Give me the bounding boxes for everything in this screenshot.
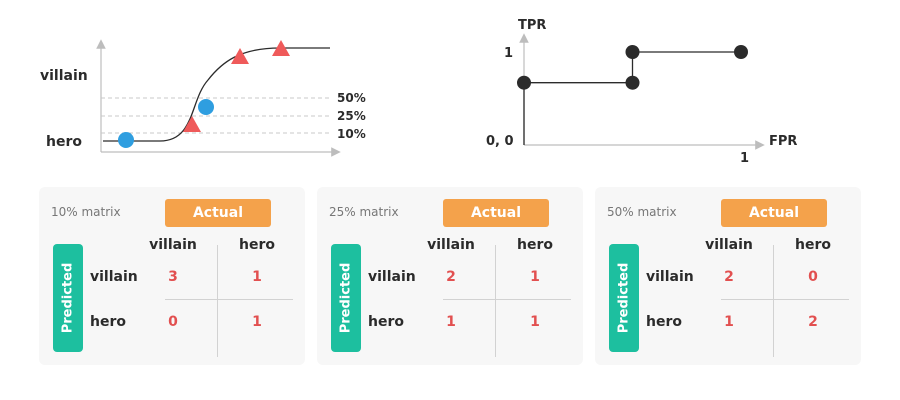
cell-hero-villain: 0 <box>168 314 178 330</box>
cell-villain-hero: 0 <box>808 269 818 285</box>
hero-point <box>198 99 214 115</box>
cell-hero-hero: 1 <box>252 314 262 330</box>
threshold-label-50: 50% <box>337 91 366 105</box>
row-header-hero: hero <box>90 314 126 330</box>
col-header-hero: hero <box>239 237 275 253</box>
villain-point <box>272 40 290 56</box>
roc-point <box>625 75 640 90</box>
roc-point <box>625 45 640 59</box>
matrix-divider-horizontal <box>165 299 293 300</box>
roc-plot: TPR FPR 0, 0 1 1 <box>486 18 797 166</box>
matrix-divider-horizontal <box>443 299 571 300</box>
hero-point <box>118 132 134 148</box>
cell-hero-hero: 2 <box>808 314 818 330</box>
matrix-panel-10: 10% matrix Actual Predicted villain hero vill… <box>39 187 305 365</box>
actual-label: Actual <box>721 199 827 227</box>
top-figures: 50% 25% 10% villain hero TPR FPR 0, 0 1 … <box>40 18 797 166</box>
matrix-panel-50: 50% matrix Actual Predicted villain hero vill… <box>595 187 861 365</box>
threshold-label-25: 25% <box>337 109 366 123</box>
cell-villain-hero: 1 <box>530 269 540 285</box>
col-header-villain: villain <box>427 237 475 253</box>
predicted-label: Predicted <box>609 244 639 352</box>
cell-hero-villain: 1 <box>724 314 734 330</box>
cell-villain-hero: 1 <box>252 269 262 285</box>
predicted-label-text: Predicted <box>338 262 354 334</box>
roc-ylabel: TPR <box>518 18 546 33</box>
predicted-label-text: Predicted <box>616 262 632 334</box>
predicted-label: Predicted <box>53 244 83 352</box>
matrix-title: 50% matrix <box>607 205 677 219</box>
villain-point <box>183 116 201 132</box>
matrix-title: 10% matrix <box>51 205 121 219</box>
roc-origin-label: 0, 0 <box>486 134 514 149</box>
actual-label: Actual <box>165 199 271 227</box>
matrix-divider-vertical <box>773 245 774 357</box>
roc-curve-line <box>523 51 741 145</box>
predicted-label: Predicted <box>331 244 361 352</box>
sigmoid-plot: 50% 25% 10% villain hero <box>40 39 366 157</box>
col-header-villain: villain <box>149 237 197 253</box>
sigmoid-curve <box>103 47 330 142</box>
row-header-villain: villain <box>90 269 138 285</box>
row-header-villain: villain <box>646 269 694 285</box>
roc-point <box>734 45 748 59</box>
roc-curve-group <box>517 45 748 145</box>
threshold-label-10: 10% <box>337 127 366 141</box>
actual-label: Actual <box>443 199 549 227</box>
villain-point <box>231 48 249 64</box>
cell-hero-hero: 1 <box>530 314 540 330</box>
matrix-panel-25: 25% matrix Actual Predicted villain hero vill… <box>317 187 583 365</box>
matrix-title: 25% matrix <box>329 205 399 219</box>
roc-point <box>517 75 531 90</box>
matrix-divider-vertical <box>495 245 496 357</box>
sigmoid-y-label-hero: hero <box>46 134 82 150</box>
row-header-villain: villain <box>368 269 416 285</box>
col-header-villain: villain <box>705 237 753 253</box>
roc-xlabel: FPR <box>769 134 797 149</box>
matrix-divider-horizontal <box>721 299 849 300</box>
cell-villain-villain: 3 <box>168 269 178 285</box>
row-header-hero: hero <box>368 314 404 330</box>
row-header-hero: hero <box>646 314 682 330</box>
cell-villain-villain: 2 <box>724 269 734 285</box>
col-header-hero: hero <box>795 237 831 253</box>
matrix-divider-vertical <box>217 245 218 357</box>
predicted-label-text: Predicted <box>60 262 76 334</box>
cell-hero-villain: 1 <box>446 314 456 330</box>
sigmoid-y-label-villain: villain <box>40 68 88 84</box>
cell-villain-villain: 2 <box>446 269 456 285</box>
col-header-hero: hero <box>517 237 553 253</box>
roc-y-tick-label: 1 <box>504 46 513 61</box>
roc-x-tick-label: 1 <box>740 151 749 166</box>
